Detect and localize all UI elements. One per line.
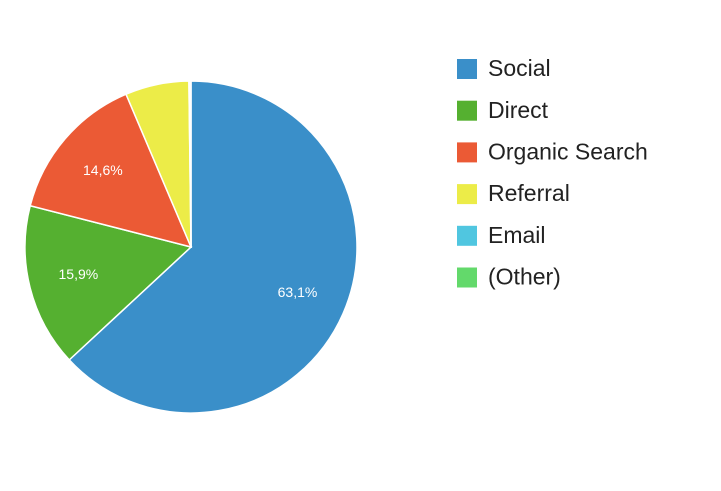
pie-slice bbox=[68, 80, 358, 414]
legend-swatch bbox=[457, 100, 477, 121]
legend-swatch bbox=[457, 59, 477, 79]
pie-slice bbox=[189, 80, 192, 248]
slice-label: 15,9% bbox=[59, 266, 99, 282]
slice-label: 63,1% bbox=[278, 284, 318, 300]
legend-label: Social bbox=[488, 55, 551, 81]
legend-swatch bbox=[457, 267, 477, 288]
slice-label: 14,6% bbox=[83, 162, 123, 178]
pie-slice bbox=[29, 93, 193, 249]
legend-swatch bbox=[457, 184, 477, 205]
legend-label: Referral bbox=[488, 180, 570, 206]
legend-label: Organic Search bbox=[488, 138, 648, 164]
pie-slice bbox=[24, 204, 193, 361]
legend-label: Direct bbox=[488, 97, 549, 123]
legend-swatch bbox=[457, 142, 477, 163]
legend-label: Email bbox=[488, 222, 546, 248]
legend-label: (Other) bbox=[488, 264, 561, 290]
legend-swatch bbox=[457, 225, 477, 246]
